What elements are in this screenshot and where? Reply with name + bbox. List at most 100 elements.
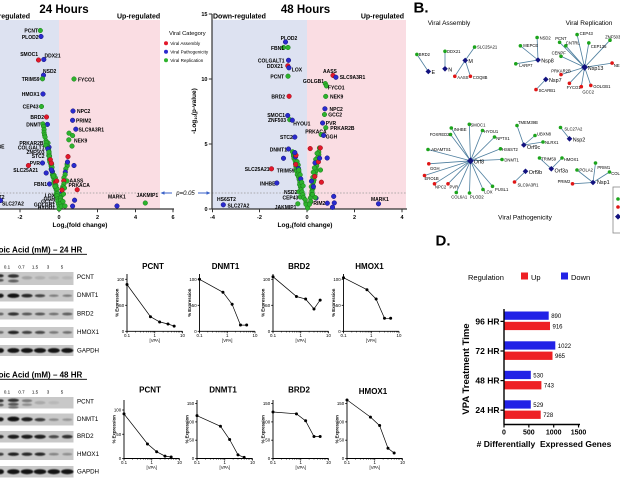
svg-text:[VPA]: [VPA] bbox=[370, 465, 380, 470]
svg-text:1: 1 bbox=[224, 460, 227, 465]
svg-text:FBN1: FBN1 bbox=[34, 182, 47, 188]
svg-text:ZNF503: ZNF503 bbox=[605, 35, 620, 40]
svg-text:HMOX1: HMOX1 bbox=[77, 451, 100, 458]
svg-text:SMOC1: SMOC1 bbox=[471, 123, 487, 128]
svg-text:[VPA]: [VPA] bbox=[147, 465, 157, 470]
svg-text:[VPA]: [VPA] bbox=[150, 338, 160, 343]
svg-text:% Expression: % Expression bbox=[335, 415, 340, 444]
svg-text:N: N bbox=[448, 67, 452, 73]
svg-text:NPTX1: NPTX1 bbox=[496, 136, 510, 141]
svg-text:965: 965 bbox=[555, 354, 566, 360]
svg-text:0.7: 0.7 bbox=[18, 265, 25, 270]
svg-text:1500: 1500 bbox=[571, 430, 587, 437]
svg-text:PLOD2: PLOD2 bbox=[22, 35, 39, 41]
svg-text:Log2(fold change): Log2(fold change) bbox=[278, 222, 333, 229]
svg-text:Viral Replication: Viral Replication bbox=[566, 20, 613, 27]
svg-text:0: 0 bbox=[342, 456, 345, 461]
svg-text:HYOU1: HYOU1 bbox=[484, 129, 499, 134]
svg-text:COLGALT1: COLGALT1 bbox=[611, 171, 620, 176]
svg-text:10: 10 bbox=[397, 333, 402, 338]
svg-text:Up-regulated: Up-regulated bbox=[361, 14, 404, 21]
svg-text:CENPF: CENPF bbox=[552, 51, 567, 56]
svg-text:MARK1: MARK1 bbox=[371, 197, 389, 203]
svg-text:INHBE: INHBE bbox=[454, 127, 467, 132]
svg-text:CEP43: CEP43 bbox=[23, 105, 39, 111]
svg-text:Nsp7: Nsp7 bbox=[549, 78, 562, 84]
svg-text:0: 0 bbox=[119, 456, 122, 461]
svg-text:POLA2: POLA2 bbox=[579, 168, 593, 173]
svg-text:SLC25A21: SLC25A21 bbox=[245, 167, 270, 173]
svg-text:HMOX1: HMOX1 bbox=[564, 157, 580, 162]
svg-text:530: 530 bbox=[533, 373, 544, 379]
svg-text:50: 50 bbox=[189, 438, 194, 443]
svg-text:100: 100 bbox=[189, 277, 197, 282]
svg-text:1: 1 bbox=[374, 460, 377, 465]
svg-text:HYOU1: HYOU1 bbox=[38, 205, 55, 211]
svg-text:DNMT1: DNMT1 bbox=[212, 262, 240, 271]
svg-text:GGH: GGH bbox=[44, 196, 56, 202]
svg-text:PUSL1: PUSL1 bbox=[495, 187, 509, 192]
svg-text:PVR: PVR bbox=[30, 161, 41, 167]
svg-text:PCNT: PCNT bbox=[142, 262, 164, 271]
svg-text:48 Hours: 48 Hours bbox=[281, 4, 330, 16]
svg-text:TRIM59: TRIM59 bbox=[277, 168, 295, 174]
svg-text:0.1: 0.1 bbox=[124, 333, 131, 338]
svg-text:ADAMTS1: ADAMTS1 bbox=[431, 147, 451, 152]
svg-text:NPC2: NPC2 bbox=[435, 184, 447, 189]
svg-text:PRIM2: PRIM2 bbox=[558, 179, 571, 184]
svg-text:0.7: 0.7 bbox=[18, 390, 25, 395]
svg-text:10: 10 bbox=[326, 333, 331, 338]
svg-text:COLGALT1: COLGALT1 bbox=[18, 145, 45, 151]
svg-text:% Expression: % Expression bbox=[331, 288, 336, 317]
svg-text:100: 100 bbox=[114, 408, 122, 413]
svg-text:Nsp2: Nsp2 bbox=[573, 137, 586, 143]
svg-text:728: 728 bbox=[543, 413, 554, 419]
svg-text:STC2: STC2 bbox=[280, 135, 293, 141]
svg-text:[VPA]: [VPA] bbox=[366, 338, 376, 343]
svg-text:50: 50 bbox=[119, 303, 124, 308]
svg-text:B.: B. bbox=[414, 0, 429, 17]
svg-text:0.1: 0.1 bbox=[4, 265, 11, 270]
svg-text:LOX: LOX bbox=[292, 68, 303, 74]
svg-text:HS6ST2: HS6ST2 bbox=[502, 147, 518, 152]
svg-text:Viral Assembly: Viral Assembly bbox=[428, 20, 471, 27]
svg-text:ZNF503: ZNF503 bbox=[26, 150, 44, 156]
svg-text:DDX21: DDX21 bbox=[447, 49, 461, 54]
svg-text:24 HR: 24 HR bbox=[475, 405, 499, 415]
svg-text:Down: Down bbox=[571, 273, 590, 282]
svg-text:AASS: AASS bbox=[323, 69, 338, 75]
svg-text:Down-regulated: Down-regulated bbox=[213, 14, 266, 21]
svg-text:ZNF503: ZNF503 bbox=[268, 118, 286, 124]
svg-text:[VPA]: [VPA] bbox=[220, 465, 230, 470]
svg-text:3: 3 bbox=[47, 265, 50, 270]
svg-text:BRD2: BRD2 bbox=[288, 386, 310, 395]
svg-text:AASS: AASS bbox=[70, 179, 85, 185]
svg-text:-2: -2 bbox=[18, 215, 23, 221]
svg-text:NLRX1: NLRX1 bbox=[545, 140, 559, 145]
svg-text:150: 150 bbox=[187, 401, 195, 406]
svg-text:0.1: 0.1 bbox=[340, 333, 347, 338]
svg-text:NEK9: NEK9 bbox=[74, 138, 88, 144]
svg-text:50: 50 bbox=[116, 432, 121, 437]
svg-text:ERO1B: ERO1B bbox=[425, 176, 439, 181]
svg-text:JAKMIP1: JAKMIP1 bbox=[137, 193, 159, 199]
svg-text:Orf3a: Orf3a bbox=[555, 169, 568, 175]
svg-text:0.1: 0.1 bbox=[196, 333, 203, 338]
svg-text:50: 50 bbox=[336, 303, 341, 308]
svg-text:SLC27A2: SLC27A2 bbox=[2, 202, 24, 208]
svg-text:COL6A1: COL6A1 bbox=[451, 194, 468, 199]
svg-text:1: 1 bbox=[300, 460, 303, 465]
svg-text:Down-regulated: Down-regulated bbox=[0, 14, 30, 21]
svg-text:HS6ST2: HS6ST2 bbox=[0, 195, 5, 201]
svg-text:% Expression: % Expression bbox=[112, 415, 117, 444]
svg-text:-Log10(p-value): -Log10(p-value) bbox=[191, 88, 198, 134]
svg-text:Valproic Acid (mM) – 48 HR: Valproic Acid (mM) – 48 HR bbox=[0, 371, 83, 380]
svg-text:SMOC1: SMOC1 bbox=[20, 52, 38, 58]
svg-text:0.1: 0.1 bbox=[4, 390, 11, 395]
svg-text:0: 0 bbox=[57, 215, 60, 221]
svg-text:MEPCE: MEPCE bbox=[523, 43, 538, 48]
svg-text:FYCO1: FYCO1 bbox=[567, 85, 582, 90]
svg-text:HYOU1: HYOU1 bbox=[293, 122, 310, 128]
svg-text:Valproic Acid (mM) – 24 HR: Valproic Acid (mM) – 24 HR bbox=[0, 246, 83, 255]
svg-text:24 Hours: 24 Hours bbox=[39, 4, 88, 16]
